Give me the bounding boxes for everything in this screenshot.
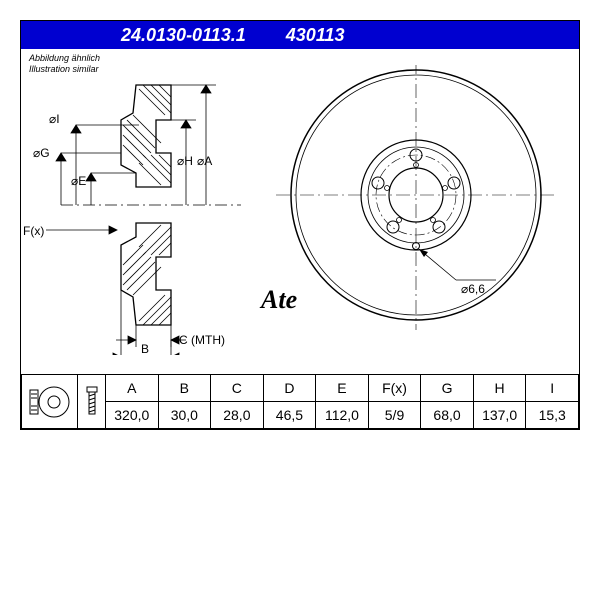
front-view-drawing: ⌀6,6 — [261, 65, 571, 355]
val-I: 15,3 — [526, 402, 579, 429]
val-C: 28,0 — [211, 402, 264, 429]
col-A: A — [106, 375, 159, 402]
col-G: G — [421, 375, 474, 402]
bolt-icon — [78, 375, 106, 429]
short-code: 430113 — [286, 25, 345, 46]
label-b: B — [141, 342, 149, 355]
disc-type-icon — [22, 375, 78, 429]
val-G: 68,0 — [421, 402, 474, 429]
drawing-area: ⌀I ⌀G ⌀E ⌀H ⌀A F(x) B D C (MTH) — [21, 65, 579, 375]
table-value-row: 320,0 30,0 28,0 46,5 112,0 5/9 68,0 137,… — [22, 402, 579, 429]
table-header-row: A B C D E F(x) G H I — [22, 375, 579, 402]
col-Fx: F(x) — [368, 375, 421, 402]
subtitle-line1: Abbildung ähnlich — [29, 53, 100, 64]
label-diam-i: ⌀I — [49, 112, 60, 126]
val-E: 112,0 — [316, 402, 369, 429]
val-Fx: 5/9 — [368, 402, 421, 429]
label-diam-h: ⌀H — [177, 154, 193, 168]
label-diam-a: ⌀A — [197, 154, 212, 168]
col-I: I — [526, 375, 579, 402]
label-diam-g: ⌀G — [33, 146, 50, 160]
diagram-frame: 24.0130-0113.1 430113 Abbildung ähnlich … — [20, 20, 580, 430]
col-C: C — [211, 375, 264, 402]
val-D: 46,5 — [263, 402, 316, 429]
cross-section-drawing: ⌀I ⌀G ⌀E ⌀H ⌀A F(x) B D C (MTH) — [21, 65, 251, 355]
val-B: 30,0 — [158, 402, 211, 429]
spec-table: A B C D E F(x) G H I 320,0 30,0 28,0 46,… — [21, 374, 579, 429]
brand-logo: Ate — [261, 285, 297, 315]
label-diam-e: ⌀E — [71, 174, 86, 188]
label-fx: F(x) — [23, 224, 44, 238]
header-bar: 24.0130-0113.1 430113 — [21, 21, 579, 49]
hole-diameter-label: ⌀6,6 — [461, 282, 485, 296]
col-B: B — [158, 375, 211, 402]
part-number: 24.0130-0113.1 — [121, 25, 246, 46]
val-H: 137,0 — [473, 402, 526, 429]
val-A: 320,0 — [106, 402, 159, 429]
col-H: H — [473, 375, 526, 402]
col-E: E — [316, 375, 369, 402]
col-D: D — [263, 375, 316, 402]
label-c-mth: C (MTH) — [179, 333, 225, 347]
